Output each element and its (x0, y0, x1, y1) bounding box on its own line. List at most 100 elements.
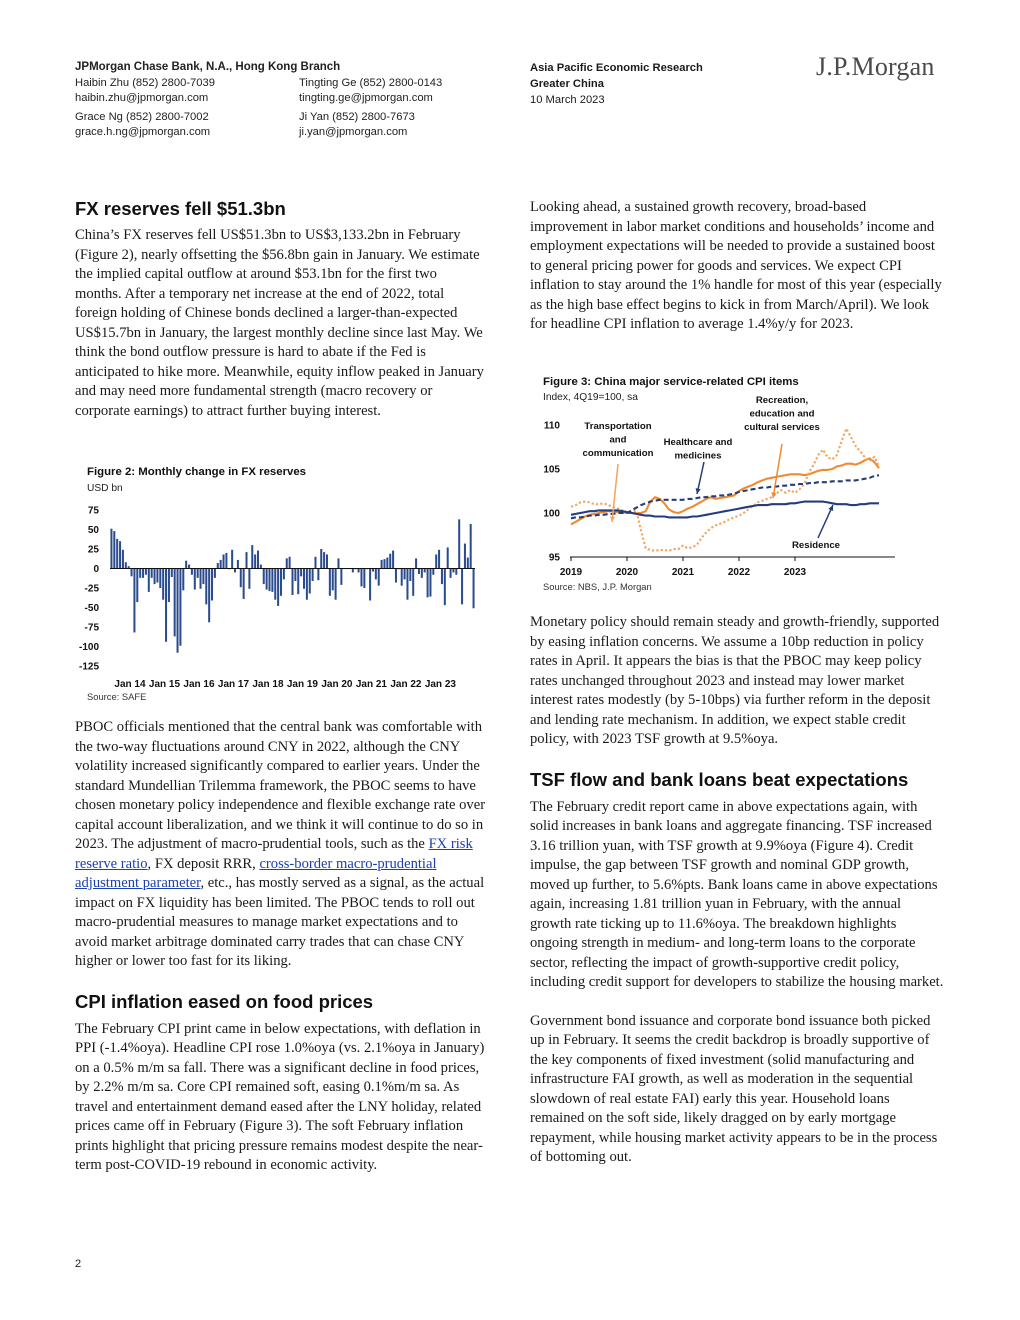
bar (199, 568, 202, 589)
annotation-arrow (611, 463, 619, 523)
bar (179, 568, 182, 646)
bar (302, 568, 306, 589)
bar (259, 564, 262, 569)
right-column: Looking ahead, a sustained growth recove… (530, 198, 945, 335)
bar (173, 568, 176, 637)
bar (320, 549, 323, 569)
bar (328, 568, 331, 596)
y-tick-label: -100 (79, 642, 99, 653)
bar (121, 549, 124, 569)
bar (400, 568, 403, 586)
bar (274, 568, 277, 600)
bar (389, 553, 392, 569)
macro-prudential-parameter-link[interactable]: cross-border macro-prudential adjustment… (75, 855, 437, 892)
bar (452, 568, 455, 573)
contact-name: Haibin Zhu (852) 2800-7039 (75, 77, 215, 89)
paragraph: PBOC officials mentioned that the centra… (75, 718, 487, 972)
arrow-head (695, 488, 701, 494)
paragraph-text: , etc., has mostly served as a signal, a… (75, 875, 485, 969)
contact-email[interactable]: tingting.ge@jpmorgan.com (299, 92, 433, 104)
bar (423, 568, 426, 573)
y-tick-label: 0 (93, 564, 99, 575)
annotation-line: medicines (675, 451, 722, 462)
bar (162, 568, 165, 600)
bar (294, 568, 297, 581)
bar (268, 568, 271, 592)
bar (331, 568, 334, 591)
right-column-continued: Monetary policy should remain steady and… (530, 613, 945, 1168)
x-tick-label: Jan 20 (321, 679, 353, 690)
bar (461, 568, 464, 605)
x-tick-label: Jan 22 (390, 679, 422, 690)
bar (394, 568, 397, 583)
bar (193, 568, 196, 590)
figure-3: Figure 3: China major service-related CP… (543, 376, 943, 403)
y-tick-label: -75 (85, 623, 100, 634)
paragraph-text: , FX deposit RRR, (147, 855, 260, 872)
contact-email[interactable]: grace.h.ng@jpmorgan.com (75, 126, 211, 138)
bar (285, 558, 288, 569)
x-tick-label: Jan 23 (425, 679, 457, 690)
contact: Haibin Zhu (852) 2800-7039 haibin.zhu@jp… (75, 76, 299, 106)
bar (119, 541, 122, 569)
x-tick-label: Jan 15 (149, 679, 181, 690)
bar (323, 552, 326, 569)
bar (236, 559, 239, 569)
bar (449, 568, 452, 578)
x-tick-label: Jan 17 (218, 679, 250, 690)
bar (291, 568, 294, 596)
bar (127, 566, 130, 569)
bar (130, 568, 133, 577)
bar (311, 568, 314, 581)
header-meta: Asia Pacific Economic Research Greater C… (530, 60, 770, 108)
section-heading: CPI inflation eased on food prices (75, 990, 374, 1012)
bar (380, 559, 383, 569)
bar (340, 568, 343, 585)
arrow-head (771, 492, 777, 498)
contact: Grace Ng (852) 2800-7002 grace.h.ng@jpmo… (75, 110, 299, 140)
y-tick-label: -25 (85, 584, 100, 595)
section-heading: TSF flow and bank loans beat expectation… (530, 768, 909, 790)
bar (403, 568, 406, 580)
annotation-line: Residence (792, 540, 840, 551)
bar (251, 545, 254, 569)
bar (159, 568, 162, 588)
bar (337, 558, 340, 569)
y-tick-label: 75 (88, 506, 100, 517)
bar (234, 568, 237, 573)
bar (196, 568, 199, 578)
annotation-arrow (696, 461, 705, 495)
bank-name: JPMorgan Chase Bank, N.A., Hong Kong Bra… (75, 61, 341, 73)
bar (360, 568, 363, 587)
figure-source: Source: NBS, J.P. Morgan (543, 581, 652, 592)
x-tick-label: 2021 (672, 567, 695, 578)
y-tick-label: 50 (88, 525, 100, 536)
bar (440, 568, 443, 585)
annotation-line: Recreation, (756, 395, 809, 406)
bar (466, 557, 469, 569)
bar (242, 568, 245, 599)
bar (383, 559, 386, 569)
contact-name: Ji Yan (852) 2800-7673 (299, 111, 415, 123)
x-tick-label: Jan 14 (114, 679, 146, 690)
contact-email[interactable]: ji.yan@jpmorgan.com (299, 126, 408, 138)
bar (415, 558, 418, 569)
bar (136, 568, 139, 603)
figure-source: Source: SAFE (87, 691, 147, 702)
bar (202, 568, 205, 585)
bar (314, 556, 317, 569)
fx-risk-reserve-link[interactable]: FX risk reserve ratio (75, 836, 473, 872)
annotation-line: and (609, 435, 626, 446)
bar (432, 568, 435, 575)
left-column-continued: PBOC officials mentioned that the centra… (75, 718, 487, 1176)
bar (300, 568, 303, 577)
bar (351, 568, 354, 573)
bar (142, 568, 145, 578)
bar (205, 568, 208, 605)
research-unit: Asia Pacific Economic Research (530, 62, 703, 74)
bar (176, 568, 179, 653)
contact-email[interactable]: haibin.zhu@jpmorgan.com (75, 92, 209, 104)
annotation-line: education and (749, 409, 814, 420)
section-heading: FX reserves fell $51.3bn (75, 198, 286, 219)
bar (208, 568, 211, 623)
